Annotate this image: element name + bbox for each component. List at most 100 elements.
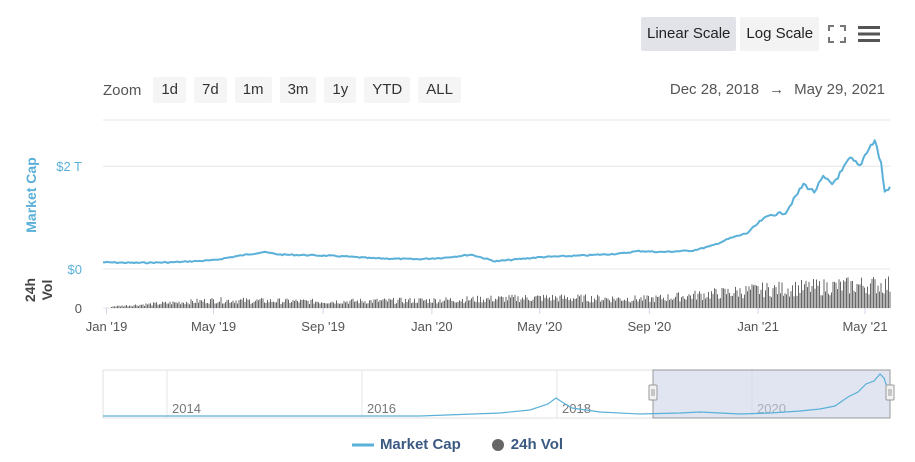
volume-bar <box>576 298 577 308</box>
volume-bar <box>762 282 763 308</box>
zoom-label: Zoom <box>103 81 142 99</box>
volume-bar <box>411 303 412 308</box>
zoom-1m-button[interactable]: 1m <box>234 77 272 103</box>
volume-bar <box>691 298 693 308</box>
volume-bar <box>165 301 166 308</box>
volume-bar <box>879 291 880 308</box>
volume-bar <box>334 303 336 308</box>
volume-bar <box>622 300 624 308</box>
navigator-handle-left <box>648 384 658 401</box>
volume-bar <box>808 281 810 308</box>
volume-bar <box>474 301 475 308</box>
volume-bar <box>759 294 760 308</box>
hamburger-menu-icon[interactable] <box>855 17 883 51</box>
volume-bar <box>189 304 190 308</box>
zoom-1d-button[interactable]: 1d <box>153 77 187 103</box>
volume-bar <box>253 301 255 308</box>
zoom-3m-button[interactable]: 3m <box>279 77 317 103</box>
zoom-ytd-button[interactable]: YTD <box>364 77 411 103</box>
volume-bar <box>124 305 126 308</box>
volume-bar <box>771 297 772 308</box>
volume-bar <box>516 300 517 308</box>
y-axis-title-volume: 24h <box>22 278 38 302</box>
volume-bar <box>606 298 607 308</box>
volume-bar <box>685 299 687 308</box>
x-tick-label: May '19 <box>191 319 236 334</box>
volume-bar <box>366 303 367 308</box>
volume-bar <box>190 299 192 308</box>
volume-bar <box>784 293 786 308</box>
volume-bar <box>172 301 174 308</box>
x-tick-label: Jan '21 <box>737 319 779 334</box>
volume-bar <box>391 299 393 308</box>
legend-item-volume[interactable]: 24h Vol <box>491 436 563 453</box>
volume-bar <box>378 301 379 308</box>
volume-bar <box>753 285 754 308</box>
fullscreen-icon[interactable] <box>823 17 851 51</box>
volume-bar <box>760 289 762 308</box>
volume-bar <box>861 277 862 308</box>
volume-bar <box>217 302 219 308</box>
x-tick-label: Jan '20 <box>411 319 453 334</box>
volume-bar <box>256 299 258 308</box>
volume-bar <box>477 295 478 308</box>
axes: $0 $2 T 0 Market Cap 24h Vol Jan '19 May '19 Sep… <box>22 157 888 334</box>
volume-bar <box>715 289 717 308</box>
zoom-7d-button[interactable]: 7d <box>194 77 227 103</box>
volume-bar <box>262 298 264 308</box>
navigator-tick-label: 2014 <box>172 401 201 416</box>
volume-bar <box>727 288 729 308</box>
volume-bar <box>610 302 612 308</box>
volume-bar <box>679 301 681 308</box>
zoom-1y-button[interactable]: 1y <box>324 77 357 103</box>
volume-bar <box>162 301 163 308</box>
volume-bar <box>456 302 457 308</box>
volume-bar <box>292 300 294 308</box>
navigator-tick-label: 2016 <box>367 401 396 416</box>
volume-bar <box>375 299 376 308</box>
volume-bar <box>538 295 540 308</box>
volume-bar <box>514 294 516 308</box>
volume-bar <box>714 288 715 308</box>
grid-lines <box>103 119 890 309</box>
volume-bar <box>508 295 510 308</box>
market-cap-line <box>102 139 891 265</box>
volume-bar <box>750 289 751 308</box>
volume-bar <box>550 300 552 308</box>
volume-bar <box>418 298 420 308</box>
volume-bar <box>213 299 214 308</box>
volume-bar <box>235 300 237 308</box>
date-range-to[interactable]: May 29, 2021 <box>794 81 885 98</box>
log-scale-button[interactable]: Log Scale <box>740 17 820 51</box>
volume-bar <box>664 300 666 308</box>
volume-bar <box>543 294 544 308</box>
volume-bar <box>316 301 318 308</box>
volume-bar <box>805 280 807 308</box>
volume-bar <box>787 288 789 308</box>
volume-bar <box>388 298 390 308</box>
volume-bar <box>466 296 468 308</box>
volume-bar <box>840 281 841 308</box>
volume-bar <box>349 300 351 308</box>
volume-bar <box>834 281 835 308</box>
volume-bar <box>798 285 799 308</box>
volume-bar <box>852 281 853 308</box>
legend-item-market-cap[interactable]: Market Cap <box>351 436 461 453</box>
volume-bar <box>559 295 561 308</box>
volume-bar <box>757 286 759 308</box>
volume-bar <box>174 302 175 308</box>
date-range-from[interactable]: Dec 28, 2018 <box>669 81 760 98</box>
volume-bar <box>769 296 771 308</box>
zoom-all-button[interactable]: ALL <box>418 77 461 103</box>
volume-bar <box>558 301 559 308</box>
volume-bar <box>553 299 555 308</box>
volume-bar <box>186 301 187 308</box>
volume-bar <box>616 298 618 308</box>
volume-bar <box>645 299 646 308</box>
volume-bar <box>285 299 286 308</box>
linear-scale-button[interactable]: Linear Scale <box>641 17 737 51</box>
navigator: 2014201620182020 <box>102 369 895 419</box>
volume-bar <box>868 294 870 308</box>
volume-bar <box>751 284 753 308</box>
volume-bar <box>637 301 639 308</box>
